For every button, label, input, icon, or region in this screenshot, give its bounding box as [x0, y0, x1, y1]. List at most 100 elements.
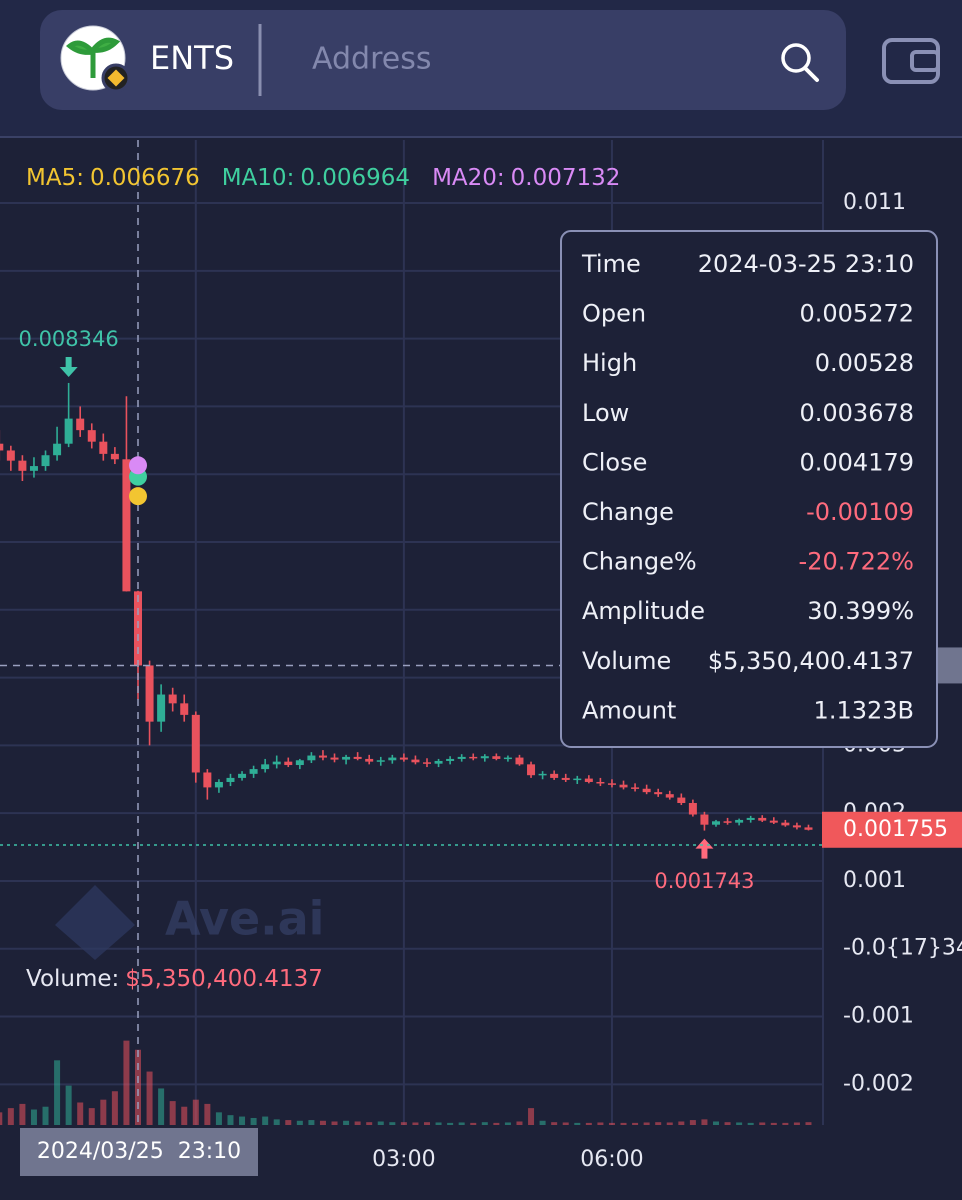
volume-bar [215, 1112, 222, 1125]
candle-body [758, 817, 767, 821]
last-price-tag [822, 811, 962, 848]
volume-bar [516, 1121, 523, 1125]
volume-bar [239, 1116, 246, 1125]
candle-body [191, 714, 200, 773]
candle-body [723, 821, 732, 823]
candle-body [781, 822, 790, 826]
candle-body [6, 450, 15, 461]
volume-bar [204, 1103, 211, 1125]
crosshair-price-tag [938, 647, 962, 684]
volume-bar [782, 1122, 789, 1125]
volume-bar [481, 1122, 488, 1125]
volume-bar [458, 1122, 465, 1125]
volume-bar [539, 1120, 546, 1125]
max-price-label: 0.008346 [19, 327, 119, 351]
min-price-label: 0.001743 [654, 869, 754, 893]
volume-bar [146, 1071, 153, 1125]
min-price-arrow [695, 838, 714, 859]
volume-bar [285, 1120, 292, 1125]
volume-bar [666, 1122, 673, 1125]
volume-bar [736, 1122, 743, 1125]
x-tick-label: 06:00 [580, 1147, 643, 1172]
candle-body [0, 443, 4, 451]
volume-bar [169, 1101, 176, 1125]
candle-body [365, 758, 374, 762]
volume-bar [308, 1120, 315, 1125]
candle-body [134, 591, 142, 666]
volume-bar [100, 1099, 107, 1125]
volume-bar [643, 1122, 650, 1125]
volume-bar [65, 1085, 72, 1125]
search-input[interactable]: Address [312, 42, 431, 77]
volume-bar [158, 1088, 165, 1125]
volume-bar [354, 1121, 361, 1125]
tooltip-value: 0.00528 [815, 349, 914, 377]
volume-bar [273, 1119, 280, 1125]
volume-bar [713, 1121, 719, 1125]
candle-body [64, 418, 73, 444]
candle-body [423, 762, 431, 764]
volume-bar [88, 1108, 95, 1125]
volume-bar [7, 1108, 14, 1125]
y-tick-label: 0.011 [843, 190, 906, 215]
candle-body [353, 756, 362, 759]
token-symbol: ENTS [150, 39, 234, 77]
candle-body [446, 758, 455, 761]
volume-bar [319, 1120, 326, 1125]
candle-body [746, 817, 755, 820]
candle-body [642, 788, 651, 793]
y-tick-label: 0.001 [843, 868, 906, 893]
volume-bar [632, 1122, 639, 1125]
volume-bar [608, 1122, 615, 1125]
tooltip-label: Close [582, 448, 647, 476]
search-bar[interactable] [40, 10, 846, 110]
volume-bar [620, 1122, 627, 1125]
volume-bar [689, 1120, 696, 1125]
ma-dot [129, 487, 147, 506]
candle-body [388, 757, 397, 761]
search-icon[interactable] [781, 43, 811, 73]
candle-body [769, 820, 778, 823]
volume-bar [412, 1122, 419, 1125]
volume-bar [250, 1117, 257, 1125]
tooltip-value: 1.1323B [814, 696, 914, 724]
ma-label: MA10: [222, 165, 295, 191]
tooltip-label: Open [582, 300, 646, 328]
candle-body [550, 773, 559, 778]
watermark: Ave.ai [165, 892, 324, 946]
candle-body [411, 759, 420, 763]
volume-bar [0, 1112, 3, 1125]
volume-bar [135, 1049, 141, 1125]
tooltip-label: High [582, 349, 637, 377]
volume-bar [805, 1122, 812, 1125]
candle-body [272, 761, 281, 765]
volume-bar [585, 1122, 592, 1125]
volume-bar [296, 1120, 303, 1125]
candle-body [792, 825, 801, 828]
volume-bar [400, 1122, 407, 1125]
ma-legend: MA5: 0.006676 [26, 165, 200, 191]
candle-body [226, 777, 235, 782]
candle-body [261, 764, 270, 770]
candle-body [434, 760, 443, 764]
header: ENTS Address [0, 0, 962, 138]
volume-bar [493, 1122, 500, 1125]
candle-body [157, 694, 166, 722]
tooltip-value: 0.004179 [799, 448, 914, 476]
volume-bar [528, 1108, 535, 1125]
volume-readout: Volume: $5,350,400.4137 [26, 966, 323, 992]
candle-body [122, 459, 131, 592]
candle-body [527, 764, 536, 776]
tooltip-value: 30.399% [807, 597, 914, 625]
candle-body [584, 778, 593, 782]
volume-bar [470, 1122, 477, 1125]
volume-bar [655, 1122, 662, 1125]
candle-body [677, 797, 686, 803]
candle-body [41, 455, 50, 467]
tooltip-label: Time [581, 250, 641, 278]
candle-body [342, 756, 351, 760]
max-price-arrow [59, 356, 78, 377]
tooltip-box [560, 230, 938, 748]
volume-bar [678, 1121, 685, 1125]
search-icon-handle [803, 66, 819, 82]
